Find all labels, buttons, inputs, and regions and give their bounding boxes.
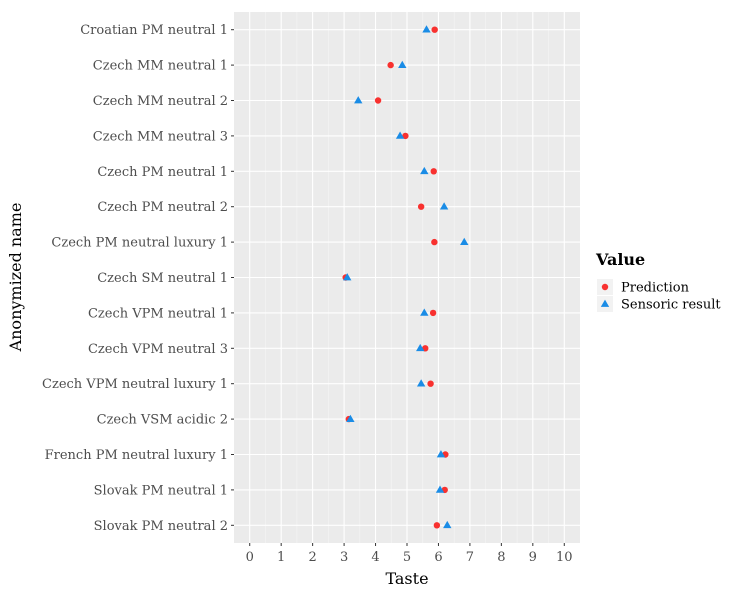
prediction-point [431,238,438,246]
sensoric-result-point [416,379,426,387]
legend-items: Prediction Sensoric result [597,279,721,313]
legend-key-prediction [601,283,609,291]
x-tick-label: 9 [529,550,537,565]
y-tick-label: French PM neutral luxury 1 [45,448,228,463]
legend-label-prediction: Prediction [621,281,690,296]
x-tick-label: 4 [371,550,379,565]
sensoric-result-point [443,520,452,529]
legend-label-sensoric-result: Sensoric result [621,298,721,313]
sensoric-result-point [416,343,425,352]
sensoric-result-point [398,60,407,68]
y-tick-label: Czech VPM neutral 1 [88,306,228,321]
x-tick-label: 0 [246,550,254,565]
legend-key-sensoric-result [600,299,610,307]
y-tick-label: Czech SM neutral 1 [97,271,228,286]
x-tick-label: 1 [277,550,285,565]
sensoric-result-point [354,96,363,104]
major-gridlines [234,12,580,543]
prediction-point [430,168,437,175]
y-tick-label: Czech PM neutral 2 [97,200,228,215]
x-tick-label: 6 [434,550,442,565]
y-tick-label: Czech VPM neutral 3 [88,342,228,357]
prediction-point [402,132,409,140]
x-tick-label: 7 [466,550,474,565]
sensoric-result-point [436,450,446,458]
x-axis-title: Taste [385,569,428,588]
sensoric-result-point [343,273,352,281]
prediction-point [431,26,438,33]
y-tick-label: Czech VPM neutral luxury 1 [42,377,228,392]
x-tick-label: 3 [340,550,348,565]
y-tick-label: Czech MM neutral 1 [93,59,228,74]
y-tick-label: Czech PM neutral luxury 1 [51,236,228,251]
sensoric-result-point [420,166,429,175]
y-tick-label: Czech MM neutral 2 [93,94,228,109]
y-tick-label: Czech MM neutral 3 [93,129,228,144]
prediction-point [374,97,382,104]
prediction-point [433,522,441,529]
sensoric-result-point [435,485,445,493]
prediction-point [429,309,437,317]
y-axis-title: Anonymized name [6,203,25,353]
sensoric-result-point [420,308,429,316]
data-points [342,25,469,529]
legend-title: Value [595,250,645,269]
sensoric-result-point [422,25,431,33]
x-tick-label: 10 [556,550,573,565]
y-tick-label: Croatian PM neutral 1 [80,23,228,38]
prediction-point [427,380,434,387]
x-axis-ticks: 0 1 2 3 4 5 6 7 8 9 10 [246,543,573,565]
x-tick-label: 5 [403,550,411,565]
sensoric-result-point [395,131,405,139]
y-tick-label: Slovak PM neutral 2 [94,519,228,534]
y-axis-ticks: Croatian PM neutral 1 Czech MM neutral 1 C… [42,23,234,534]
sensoric-result-point [346,414,355,422]
legend: Value Prediction Sensoric result [595,250,721,313]
prediction-point [417,203,425,210]
sensoric-result-point [439,202,449,210]
y-tick-label: Czech VSM acidic 2 [97,413,228,428]
prediction-point [387,61,394,69]
x-tick-label: 8 [497,550,505,565]
y-tick-label: Czech PM neutral 1 [97,165,228,180]
x-tick-label: 2 [308,550,316,565]
sensoric-result-point [460,237,469,245]
y-tick-label: Slovak PM neutral 1 [94,483,228,498]
